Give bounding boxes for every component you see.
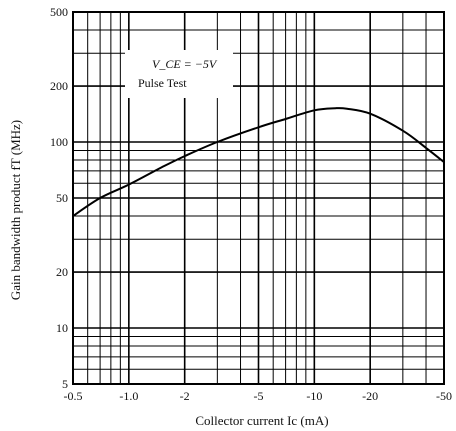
annotation-box	[125, 50, 233, 98]
series-curve-0	[72, 106, 445, 217]
x-tick-label: -2	[180, 389, 190, 403]
x-axis-title: Collector current Ic (mA)	[195, 413, 328, 428]
y-tick-label: 20	[56, 265, 68, 279]
x-tick-label: -20	[362, 389, 378, 403]
x-tick-label: -1.0	[119, 389, 138, 403]
x-tick-label: -10	[306, 389, 322, 403]
y-tick-labels: 5 10 20 50 100 200 500	[50, 5, 68, 391]
x-tick-label: -5	[254, 389, 264, 403]
series-group	[72, 106, 445, 217]
annotation-vce: V_CE = −5V	[152, 57, 218, 71]
plot-frame	[72, 11, 445, 385]
x-tick-label: -50	[436, 389, 452, 403]
y-tick-label: 50	[56, 191, 68, 205]
x-tick-label: -0.5	[64, 389, 83, 403]
y-axis-title: Gain bandwidth product fT (MHz)	[8, 120, 23, 300]
y-tick-label: 500	[50, 5, 68, 19]
x-tick-labels: -0.5 -1.0 -2 -5 -10 -20 -50	[64, 389, 453, 403]
y-tick-label: 200	[50, 79, 68, 93]
annotation-pulse-test: Pulse Test	[138, 76, 187, 90]
y-tick-label: 100	[50, 135, 68, 149]
y-tick-label: 5	[62, 377, 68, 391]
y-tick-label: 10	[56, 321, 68, 335]
